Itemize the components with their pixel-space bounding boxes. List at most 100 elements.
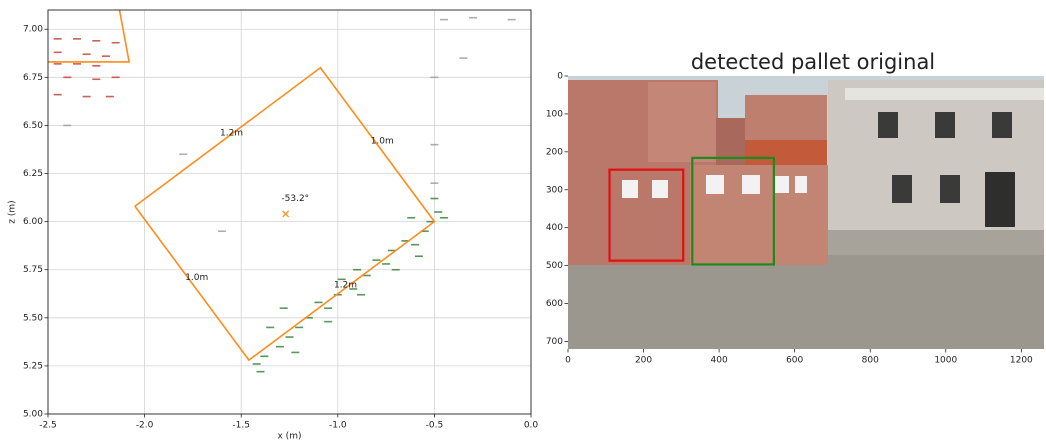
point — [411, 244, 419, 246]
point — [63, 125, 71, 127]
point — [407, 217, 415, 219]
point — [392, 269, 400, 271]
point — [440, 217, 448, 219]
building-ledge — [845, 88, 1044, 100]
annotation: 1.0m — [185, 273, 208, 283]
point — [286, 336, 294, 338]
x-tick-label: 1200 — [1010, 356, 1033, 366]
x-tick-label: -1.5 — [232, 421, 250, 431]
x-tick-label: 600 — [786, 356, 803, 366]
y-tick-label: 200 — [546, 147, 563, 157]
point — [382, 263, 390, 265]
qr-code — [622, 180, 638, 198]
point — [372, 259, 380, 261]
x-axis-label: x (m) — [278, 432, 302, 441]
point — [430, 182, 438, 184]
point — [102, 55, 110, 57]
photo — [568, 76, 1044, 349]
qr-code — [706, 175, 724, 194]
qr-code — [795, 176, 807, 193]
x-tick-label: 400 — [711, 356, 728, 366]
annotation: 1.2m — [334, 281, 357, 291]
x-tick-label: -2.5 — [39, 421, 57, 431]
y-tick-label: 300 — [546, 185, 563, 195]
point — [92, 65, 100, 67]
y-tick-label: 6.00 — [23, 217, 43, 227]
left-plot — [48, 10, 531, 414]
y-tick-label: 600 — [546, 299, 563, 309]
point — [324, 307, 332, 309]
point — [434, 211, 442, 213]
point — [430, 144, 438, 146]
y-tick-label: 7.00 — [23, 25, 43, 35]
point — [257, 371, 265, 373]
point — [54, 38, 62, 40]
x-tick-label: 0 — [565, 356, 571, 366]
ground-shade — [568, 255, 1044, 349]
qr-code — [775, 176, 789, 193]
y-tick-label: 6.50 — [23, 121, 43, 131]
window — [940, 175, 960, 203]
point — [314, 302, 322, 304]
point — [324, 321, 332, 323]
annotation: 1.2m — [220, 129, 243, 139]
point — [357, 294, 365, 296]
qr-code — [742, 175, 760, 194]
point — [260, 355, 268, 357]
y-axis-label: z (m) — [8, 200, 18, 223]
y-tick-label: 0 — [557, 72, 563, 82]
point — [295, 327, 303, 329]
point — [276, 346, 284, 348]
image-title: detected pallet original — [691, 50, 935, 74]
window — [992, 112, 1012, 138]
window — [878, 112, 898, 138]
point — [415, 255, 423, 257]
point — [179, 153, 187, 155]
point — [63, 77, 71, 79]
point — [253, 363, 261, 365]
x-tick-label: 0.0 — [524, 421, 539, 431]
point — [73, 38, 81, 40]
y-tick-label: 5.25 — [23, 361, 43, 371]
point — [92, 40, 100, 42]
brick-stack — [648, 82, 716, 162]
annotation: -53.2° — [281, 194, 309, 204]
y-tick-label: 700 — [546, 337, 563, 347]
qr-code — [652, 180, 668, 198]
point — [508, 19, 516, 21]
point — [353, 269, 361, 271]
y-tick-label: 5.75 — [23, 265, 43, 275]
point — [291, 352, 299, 354]
point — [218, 230, 226, 232]
x-tick-label: 1000 — [934, 356, 957, 366]
point — [266, 327, 274, 329]
x-tick-label: 800 — [862, 356, 879, 366]
plot-area — [48, 10, 531, 414]
y-tick-label: 6.25 — [23, 169, 43, 179]
point — [83, 96, 91, 98]
point — [430, 77, 438, 79]
y-tick-label: 6.75 — [23, 73, 43, 83]
y-tick-label: 400 — [546, 223, 563, 233]
point — [112, 77, 120, 79]
point — [440, 19, 448, 21]
y-tick-label: 500 — [546, 261, 563, 271]
x-tick-label: -1.0 — [329, 421, 347, 431]
point — [54, 63, 62, 65]
point — [469, 17, 477, 19]
x-tick-label: -0.5 — [426, 421, 444, 431]
door — [985, 172, 1015, 227]
x-tick-label: 200 — [635, 356, 652, 366]
point — [430, 198, 438, 200]
point — [280, 307, 288, 309]
y-tick-label: 5.00 — [23, 410, 43, 420]
window — [892, 175, 912, 203]
point — [73, 63, 81, 65]
point — [92, 78, 100, 80]
point — [83, 53, 91, 55]
point — [54, 94, 62, 96]
x-tick-label: -2.0 — [136, 421, 154, 431]
annotation: 1.0m — [371, 136, 394, 146]
point — [54, 52, 62, 54]
y-tick-label: 5.50 — [23, 313, 43, 323]
